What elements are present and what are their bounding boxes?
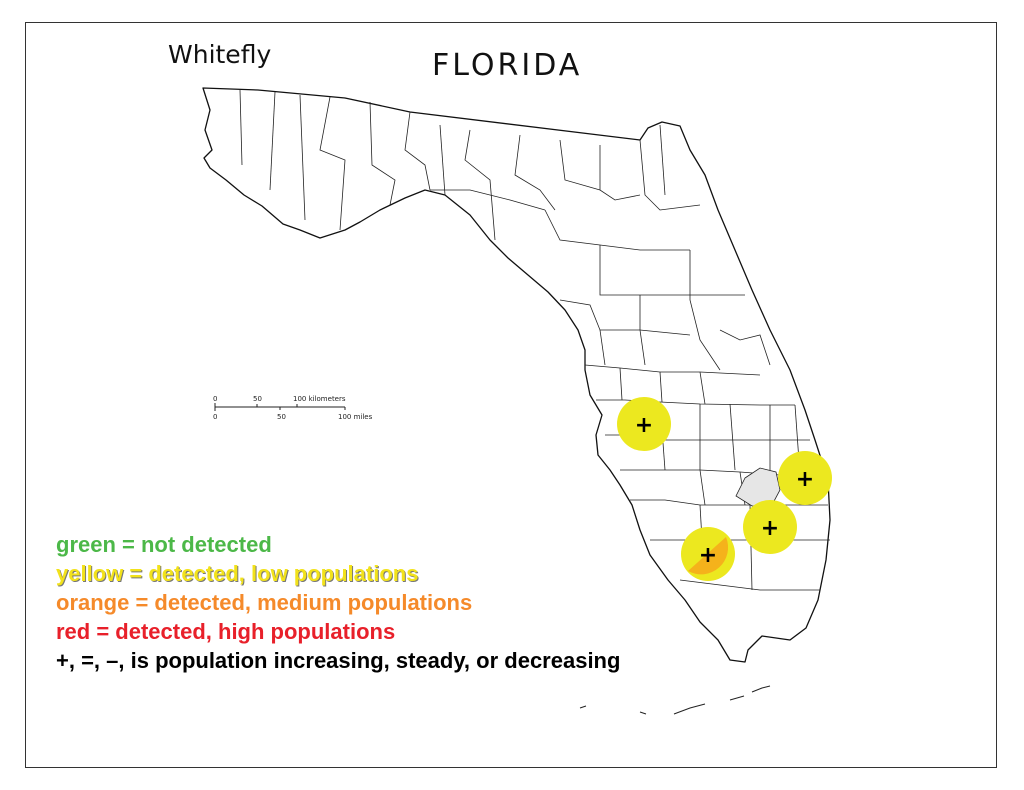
state-title: FLORIDA xyxy=(432,48,583,83)
marker-palm-beach[interactable]: + xyxy=(778,451,832,505)
scale-mi-100: 100 miles xyxy=(338,413,373,421)
legend-green: green = not detected xyxy=(56,532,272,557)
legend-yellow: yellow = detected, low populations xyxy=(56,561,419,586)
trend-plus-icon: + xyxy=(796,467,814,492)
trend-plus-icon: + xyxy=(699,543,717,568)
scale-bar: 0 50 100 kilometers 0 50 100 miles xyxy=(213,395,373,421)
marker-collier[interactable]: + xyxy=(681,527,735,581)
scale-mi-50: 50 xyxy=(277,413,286,421)
county-boundaries xyxy=(239,89,830,591)
scale-km-0: 0 xyxy=(213,395,217,403)
map-legend: green = not detected yellow = detected, … xyxy=(56,530,620,675)
lake-okeechobee xyxy=(735,467,781,507)
marker-hillsborough[interactable]: + xyxy=(617,397,671,451)
scale-km-100: 100 kilometers xyxy=(293,395,346,403)
trend-plus-icon: + xyxy=(761,516,779,541)
florida-keys xyxy=(579,685,771,715)
marker-broward-west[interactable]: + xyxy=(743,500,797,554)
legend-trend: +, =, –, is population increasing, stead… xyxy=(56,648,621,673)
pest-name: Whitefly xyxy=(168,40,272,69)
florida-outline xyxy=(202,87,831,663)
scale-km-50: 50 xyxy=(253,395,262,403)
trend-plus-icon: + xyxy=(635,413,653,438)
legend-red: red = detected, high populations xyxy=(56,619,396,644)
scale-mi-0: 0 xyxy=(213,413,217,421)
legend-orange: orange = detected, medium populations xyxy=(56,590,473,615)
